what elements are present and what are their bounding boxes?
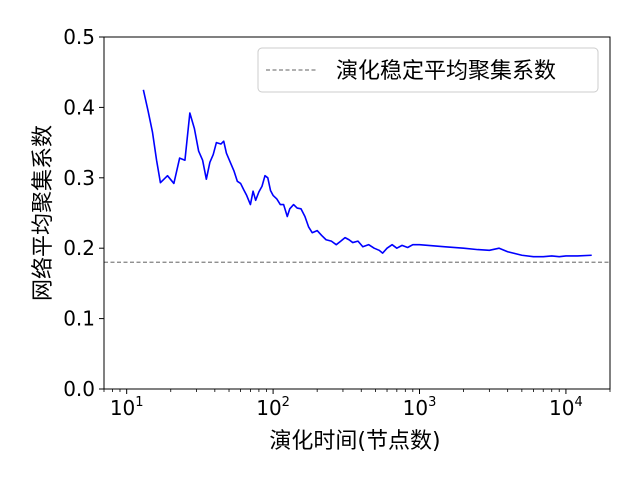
y-axis-label: 网络平均聚集系数 [31,125,56,301]
y-tick-label: 0.0 [63,377,95,401]
legend-label: 演化稳定平均聚集系数 [336,59,556,84]
y-tick-label: 0.4 [63,95,95,119]
x-axis-ticks: 101 102 103 104 [103,389,611,420]
clustering-coefficient-series-line [142,89,592,258]
x-tick-label: 101 [110,395,144,420]
x-tick-label: 103 [403,395,437,420]
plot-area [104,89,610,263]
y-tick-label: 0.3 [63,166,95,190]
axes-frame [103,36,611,390]
y-axis-ticks: 0.0 0.1 0.2 0.3 0.4 0.5 [63,25,104,401]
legend-box [257,47,599,93]
legend: 演化稳定平均聚集系数 [257,47,599,93]
x-tick-label: 104 [549,395,583,420]
y-tick-label: 0.2 [63,236,95,260]
y-tick-label: 0.5 [63,25,95,49]
x-axis-label: 演化时间(节点数) [269,429,440,454]
y-tick-label: 0.1 [63,307,95,331]
x-tick-label: 102 [256,395,290,420]
